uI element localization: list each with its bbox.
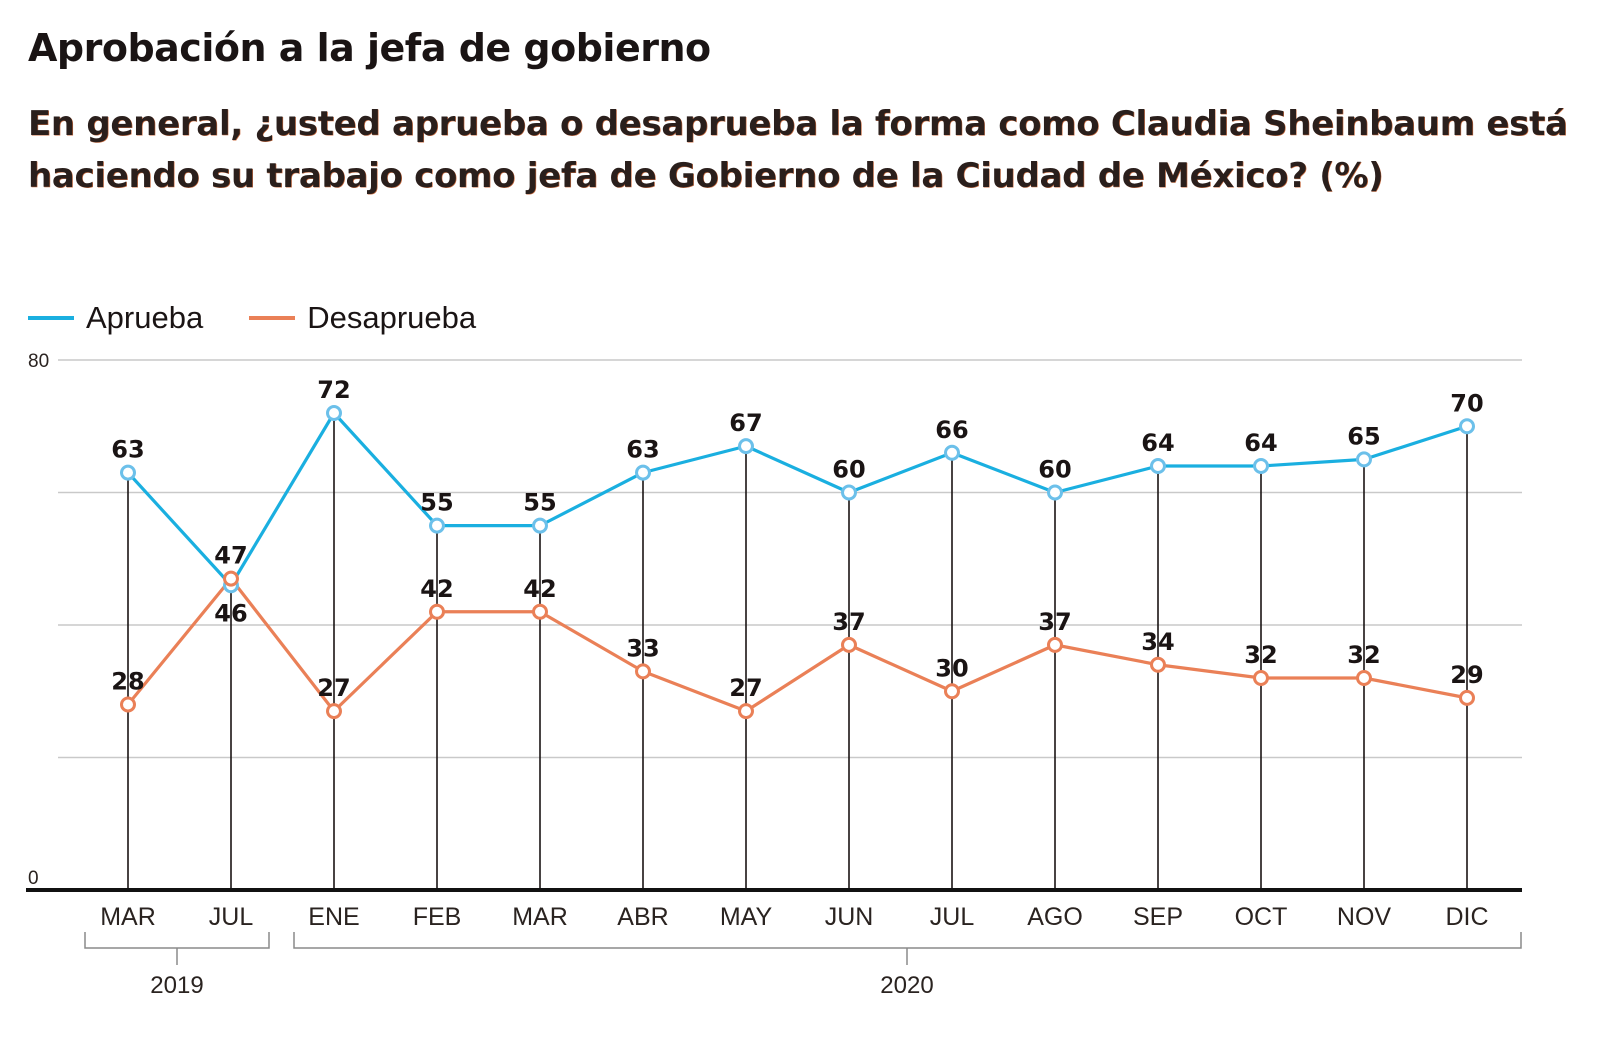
legend-label-aprueba: Aprueba: [86, 300, 204, 335]
data-point-desaprueba: [1047, 636, 1063, 653]
legend-label-desaprueba: Desaprueba: [307, 300, 477, 335]
x-tick-label: AGO: [1027, 903, 1083, 931]
legend-swatch-desaprueba: [249, 316, 296, 320]
data-label-aprueba: 55: [420, 489, 453, 517]
data-label-desaprueba: 27: [317, 674, 350, 702]
x-tick-label: NOV: [1337, 903, 1392, 931]
data-label-aprueba: 66: [935, 416, 968, 444]
data-point-desaprueba: [223, 570, 239, 587]
x-tick-label: ABR: [617, 903, 668, 931]
data-label-desaprueba: 42: [523, 575, 556, 603]
data-label-aprueba: 65: [1347, 422, 1380, 450]
y-tick-label: 80: [28, 351, 49, 372]
legend-item-aprueba: Aprueba: [28, 300, 203, 336]
data-label-aprueba: 60: [832, 456, 865, 484]
data-point-desaprueba: [1356, 670, 1372, 686]
data-label-desaprueba: 30: [935, 654, 968, 682]
data-point-aprueba: [1047, 484, 1063, 501]
data-point-aprueba: [635, 464, 651, 481]
x-tick-labels: MAR JUL ENE FEB MAR ABR MAY JUN JUL AGO SEP OCT NOV D…: [100, 903, 1488, 931]
data-label-desaprueba: 34: [1141, 628, 1174, 656]
data-point-desaprueba: [738, 703, 754, 720]
legend-item-desaprueba: Desaprueba: [249, 300, 476, 336]
data-label-aprueba: 63: [111, 436, 144, 464]
data-point-desaprueba: [532, 603, 548, 620]
x-tick-label: MAY: [720, 903, 773, 931]
series-lines: [126, 411, 1468, 713]
data-label-aprueba: 64: [1244, 429, 1277, 457]
gridlines: [58, 359, 1522, 759]
data-point-aprueba: [429, 517, 445, 534]
x-tick-label: ENE: [308, 903, 359, 931]
year-bracket: [293, 932, 1522, 949]
data-label-desaprueba: 42: [420, 575, 453, 603]
year-label: 2019: [150, 972, 203, 999]
data-point-aprueba: [944, 444, 960, 461]
data-point-aprueba: [1459, 418, 1475, 435]
data-label-aprueba: 60: [1038, 456, 1071, 484]
data-label-aprueba: 64: [1141, 429, 1174, 457]
data-label-desaprueba: 28: [111, 668, 144, 696]
data-label-desaprueba: 32: [1347, 641, 1380, 669]
data-point-desaprueba: [326, 703, 342, 720]
data-label-aprueba: 70: [1450, 389, 1483, 417]
x-tick-label: MAR: [512, 903, 568, 931]
series-markers: [120, 405, 1475, 720]
data-label-desaprueba: 29: [1450, 661, 1483, 689]
data-point-desaprueba: [944, 683, 960, 700]
data-label-desaprueba: 33: [626, 634, 659, 662]
data-point-aprueba: [120, 464, 136, 481]
data-label-desaprueba: 27: [729, 674, 762, 702]
data-point-desaprueba: [429, 603, 445, 620]
data-point-aprueba: [1356, 451, 1372, 468]
x-tick-label: FEB: [413, 903, 462, 931]
data-label-aprueba: 46: [214, 599, 247, 627]
x-tick-label: SEP: [1133, 903, 1183, 931]
year-bracket: [84, 932, 270, 949]
data-point-desaprueba: [1459, 689, 1475, 706]
chart-title: Aprobación a la jefa de gobierno: [28, 26, 711, 70]
data-label-desaprueba: 37: [832, 608, 865, 636]
x-tick-label: MAR: [100, 903, 156, 931]
legend-swatch-aprueba: [28, 316, 74, 320]
data-point-desaprueba: [1150, 656, 1166, 673]
data-point-aprueba: [738, 438, 754, 455]
chart-subtitle: En general, ¿usted aprueba o desaprueba …: [28, 104, 1568, 196]
category-stems: [127, 413, 1468, 890]
data-point-aprueba: [1253, 458, 1269, 474]
data-label-aprueba: 72: [317, 376, 350, 404]
x-tick-label: JUN: [825, 903, 874, 931]
data-labels: 63 46 72 55 55 63 67 60 66 60 64 64 65 70 28 47 27 42 42 33…: [111, 376, 1483, 702]
data-point-aprueba: [326, 405, 342, 421]
x-tick-label: OCT: [1235, 903, 1288, 931]
data-point-desaprueba: [841, 636, 857, 653]
data-label-desaprueba: 32: [1244, 641, 1277, 669]
data-point-aprueba: [532, 517, 548, 534]
legend: Aprueba Desaprueba: [28, 300, 522, 336]
y-tick-label: 0: [28, 868, 39, 889]
data-label-aprueba: 55: [523, 489, 556, 517]
data-point-aprueba: [1150, 458, 1166, 474]
series-line-aprueba: [126, 411, 1468, 587]
x-tick-label: JUL: [209, 903, 254, 931]
data-label-desaprueba: 37: [1038, 608, 1071, 636]
x-tick-label: JUL: [930, 903, 975, 931]
data-point-aprueba: [841, 484, 857, 501]
data-point-desaprueba: [635, 663, 651, 680]
year-label: 2020: [880, 972, 933, 999]
data-label-aprueba: 67: [729, 409, 762, 437]
series-line-desaprueba: [126, 577, 1468, 713]
data-point-desaprueba: [1253, 670, 1269, 686]
data-label-desaprueba: 47: [214, 542, 247, 570]
x-tick-label: DIC: [1445, 903, 1488, 931]
data-point-desaprueba: [120, 696, 136, 713]
data-label-aprueba: 63: [626, 436, 659, 464]
year-brackets: 2019 2020: [84, 932, 1522, 999]
